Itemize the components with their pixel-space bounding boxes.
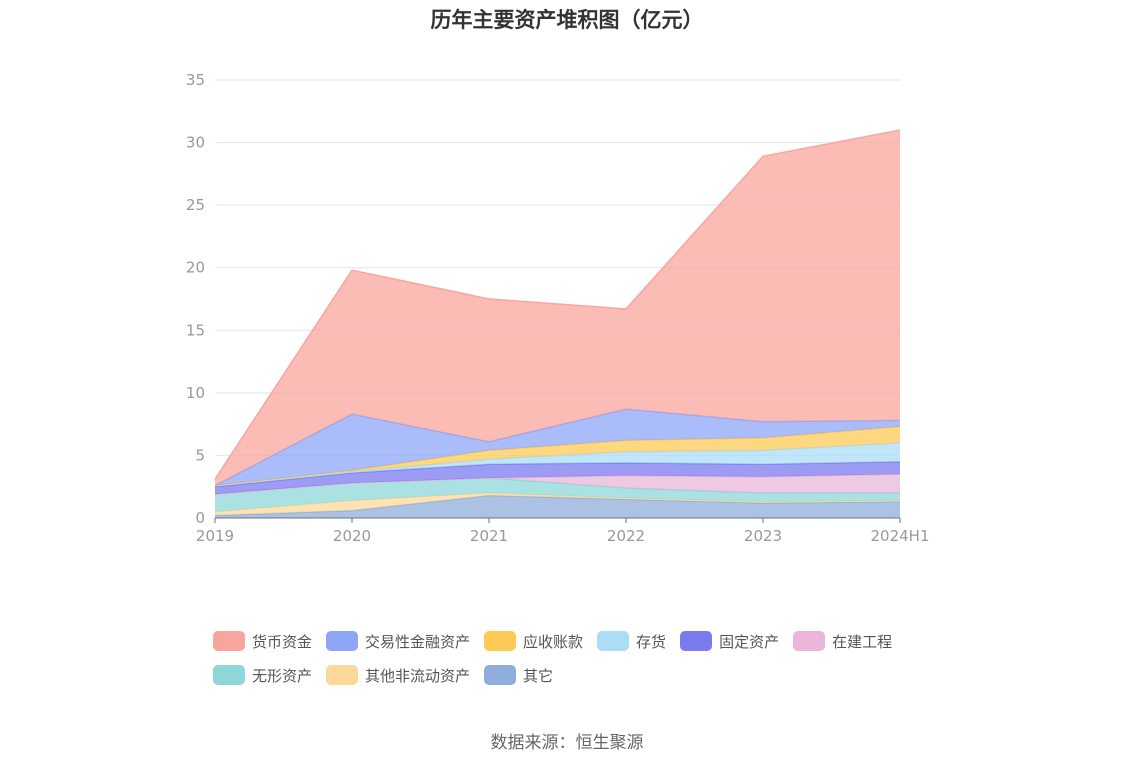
y-tick-label: 25: [186, 196, 205, 214]
legend-item[interactable]: 在建工程: [793, 630, 892, 652]
legend-swatch: [484, 631, 517, 651]
legend-item[interactable]: 存货: [597, 630, 666, 652]
area-series-4: [215, 461, 900, 495]
legend-swatch: [213, 631, 245, 651]
y-tick-label: 20: [186, 259, 205, 277]
legend-swatch: [213, 665, 245, 685]
y-tick-label: 15: [186, 321, 205, 339]
y-tick-label: 0: [195, 509, 205, 527]
legend-item[interactable]: 无形资产: [213, 664, 312, 686]
legend-label: 固定资产: [719, 632, 780, 651]
area-chart: 0 5 10 15 20 25 30 35 2019 2020 2021 2022 2023 2024H1: [186, 71, 930, 545]
legend-label: 交易性金融资产: [365, 632, 471, 651]
legend-swatch: [680, 631, 713, 651]
x-tick-label: 2024H1: [871, 527, 930, 545]
x-tick-label: 2019: [196, 527, 234, 545]
legend-item[interactable]: 交易性金融资产: [326, 630, 470, 652]
area-series-6: [215, 426, 900, 486]
legend-swatch: [484, 665, 517, 685]
legend-item[interactable]: 固定资产: [680, 630, 779, 652]
x-tick-label: 2021: [470, 527, 508, 545]
area-series-8: [215, 130, 900, 486]
area-edge-8: [214, 129, 901, 480]
legend-label: 在建工程: [832, 632, 893, 651]
y-tick-label: 10: [186, 384, 205, 402]
legend-label: 应收账款: [523, 632, 584, 651]
chart-title: 历年主要资产堆积图（亿元）: [430, 8, 704, 32]
area-series-0: [215, 495, 900, 518]
area-series-3: [215, 474, 900, 495]
x-tick-label: 2022: [607, 527, 645, 545]
chart-legend: 货币资金 交易性金融资产 应收账款 存货 固定资产 在建工程无形资产 其他非流动资产 其它: [213, 630, 953, 686]
legend-item[interactable]: 其他非流动资产: [326, 664, 470, 686]
area-series-2: [215, 478, 900, 512]
y-tick-label: 5: [195, 446, 205, 464]
legend-label: 货币资金: [252, 632, 313, 651]
legend-item[interactable]: 其它: [484, 664, 553, 686]
legend-item[interactable]: 货币资金: [213, 630, 312, 652]
legend-label: 其他非流动资产: [365, 666, 471, 685]
x-tick-label: 2020: [333, 527, 371, 545]
legend-label: 存货: [636, 632, 667, 651]
legend-swatch: [326, 665, 359, 685]
legend-label: 其它: [523, 666, 554, 685]
y-tick-label: 30: [186, 134, 205, 152]
x-tick-label: 2023: [744, 527, 782, 545]
legend-swatch: [326, 631, 359, 651]
area-series-7: [215, 409, 900, 486]
data-source: 数据来源：恒生聚源: [490, 733, 644, 753]
legend-label: 无形资产: [252, 666, 313, 685]
legend-swatch: [597, 631, 630, 651]
area-series-5: [215, 442, 900, 487]
y-tick-label: 35: [186, 71, 205, 89]
legend-swatch: [793, 631, 826, 651]
legend-item[interactable]: 应收账款: [484, 630, 583, 652]
